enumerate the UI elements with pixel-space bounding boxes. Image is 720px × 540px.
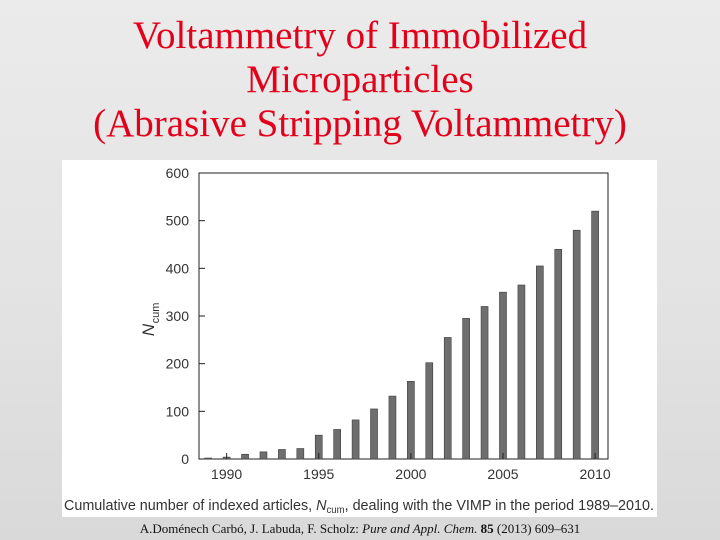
citation-authors: A.Doménech Carbó, J. Labuda, F. Scholz: <box>139 521 363 536</box>
citation-pages: (2013) 609–631 <box>496 521 581 536</box>
bar-1996 <box>333 429 341 460</box>
y-tick-label-300: 300 <box>166 308 190 324</box>
title-line-2: Microparticles <box>246 58 474 101</box>
y-tick-label-100: 100 <box>166 403 190 419</box>
bar-1994 <box>296 448 305 460</box>
bar-2007 <box>536 265 544 460</box>
y-tick-label-0: 0 <box>181 451 189 467</box>
title-line-1: Voltammetry of Immobilized <box>132 14 588 57</box>
bar-chart: N cum Cumulative number of indexed artic… <box>64 165 654 516</box>
bar-2000 <box>407 381 415 460</box>
x-tick-label-2005: 2005 <box>487 466 518 482</box>
y-axis-label-sub: cum <box>150 303 162 324</box>
bar-1998 <box>370 408 378 460</box>
bar-1999 <box>388 395 397 460</box>
bar-2005 <box>499 291 507 460</box>
bar-1993 <box>278 449 286 460</box>
citation: A.Doménech Carbó, J. Labuda, F. Scholz: … <box>0 521 720 537</box>
x-tick-label-1990: 1990 <box>211 466 242 482</box>
bar-2008 <box>554 248 563 460</box>
y-axis-label-var: N <box>139 323 158 336</box>
slide-title: Voltammetry of Immobilized Microparticle… <box>0 14 720 146</box>
bar-2004 <box>480 306 489 460</box>
title-line-3: (Abrasive Stripping Voltammetry) <box>93 102 627 145</box>
bar-2002 <box>443 337 452 460</box>
bar-1989 <box>204 457 213 460</box>
bar-1991 <box>241 453 249 460</box>
chart-caption: Cumulative number of indexed articles, N… <box>64 497 654 516</box>
y-tick-label-600: 600 <box>166 165 190 181</box>
y-tick-label-500: 500 <box>166 213 190 229</box>
y-tick-label-400: 400 <box>166 260 190 276</box>
bar-2001 <box>425 362 434 460</box>
y-axis-label: N cum <box>139 303 162 337</box>
citation-volume: 85 <box>480 521 494 536</box>
bar-2006 <box>517 284 526 460</box>
bar-1992 <box>259 451 268 460</box>
x-tick-label-1995: 1995 <box>303 466 334 482</box>
bar-2010 <box>591 210 599 460</box>
chart-figure: N cum Cumulative number of indexed artic… <box>62 160 657 517</box>
bar-2009 <box>572 229 581 460</box>
plot-frame <box>198 172 609 460</box>
x-tick-label-2010: 2010 <box>580 466 611 482</box>
bar-2003 <box>462 318 470 460</box>
y-tick-label-200: 200 <box>166 356 190 372</box>
x-tick-label-2000: 2000 <box>395 466 426 482</box>
citation-journal: Pure and Appl. Chem. <box>362 521 478 536</box>
bar-1997 <box>351 419 360 460</box>
